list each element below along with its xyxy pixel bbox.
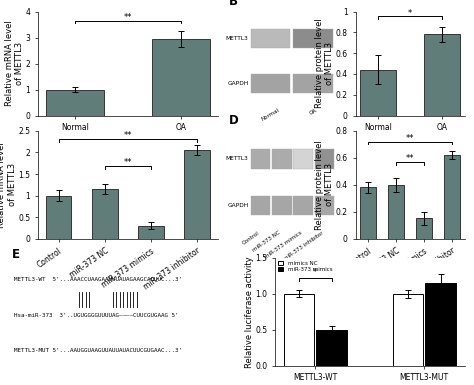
Text: OA: OA: [308, 107, 318, 116]
Text: *: *: [313, 268, 317, 277]
FancyBboxPatch shape: [251, 29, 290, 48]
Text: GAPDH: GAPDH: [227, 203, 248, 208]
Text: Control: Control: [241, 230, 260, 246]
Text: miR-373 mimics: miR-373 mimics: [264, 230, 303, 260]
Text: METTL3-WT  5'...AAACCUAAGAAUUUAUAGAAGCACUUC...3': METTL3-WT 5'...AAACCUAAGAAUUUAUAGAAGCACU…: [14, 277, 182, 282]
Bar: [46, 89, 104, 116]
FancyBboxPatch shape: [293, 74, 333, 93]
Text: E: E: [12, 248, 20, 261]
Legend: mimics NC, miR-373 mimics: mimics NC, miR-373 mimics: [278, 261, 332, 272]
Bar: [46, 196, 72, 239]
Bar: [138, 226, 164, 239]
Bar: [416, 218, 432, 239]
Bar: [425, 283, 456, 366]
Bar: [392, 294, 423, 366]
Text: D: D: [228, 114, 238, 127]
Y-axis label: Relative mRNA level
of METTL3: Relative mRNA level of METTL3: [0, 142, 17, 228]
FancyBboxPatch shape: [315, 149, 334, 169]
Text: Normal: Normal: [260, 107, 280, 122]
Bar: [360, 187, 376, 239]
Text: **: **: [124, 13, 132, 22]
Bar: [283, 294, 314, 366]
Text: **: **: [406, 134, 414, 143]
Text: *: *: [408, 8, 412, 18]
FancyBboxPatch shape: [293, 196, 313, 215]
Text: **: **: [124, 159, 132, 167]
Y-axis label: Relative protein level
of METTL3: Relative protein level of METTL3: [315, 140, 334, 230]
FancyBboxPatch shape: [315, 196, 334, 215]
Bar: [184, 150, 210, 239]
FancyBboxPatch shape: [293, 149, 313, 169]
Bar: [444, 155, 460, 239]
Text: GAPDH: GAPDH: [227, 81, 248, 86]
FancyBboxPatch shape: [251, 74, 290, 93]
FancyBboxPatch shape: [251, 149, 270, 169]
Bar: [152, 39, 210, 116]
Text: METTL3-MUT 5'...AAUGGUAAGUUAUUAUACUUCGUGAAC...3': METTL3-MUT 5'...AAUGGUAAGUUAUUAUACUUCGUG…: [14, 348, 182, 353]
FancyBboxPatch shape: [272, 196, 292, 215]
Text: miR-373 inhibitor: miR-373 inhibitor: [283, 230, 325, 261]
Text: **: **: [406, 154, 414, 163]
Y-axis label: Relative mRNA level
of METTL3: Relative mRNA level of METTL3: [5, 21, 24, 106]
Y-axis label: Relative protein level
of METTL3: Relative protein level of METTL3: [315, 18, 334, 109]
Bar: [388, 185, 404, 239]
FancyBboxPatch shape: [272, 149, 292, 169]
Bar: [316, 330, 347, 366]
Bar: [360, 70, 396, 116]
Text: METTL3: METTL3: [226, 36, 248, 41]
Text: B: B: [228, 0, 237, 8]
Text: miR-373 NC: miR-373 NC: [252, 230, 282, 253]
Y-axis label: Relative luciferase activity: Relative luciferase activity: [245, 256, 254, 368]
Text: Hsa-miR-373  3'..UGUGGGGUUUUAG————CUUCGUGAAG 5': Hsa-miR-373 3'..UGUGGGGUUUUAG————CUUCGUG…: [14, 313, 179, 318]
Bar: [92, 189, 118, 239]
Text: METTL3: METTL3: [226, 156, 248, 161]
Text: **: **: [124, 131, 132, 140]
FancyBboxPatch shape: [293, 29, 333, 48]
FancyBboxPatch shape: [251, 196, 270, 215]
Bar: [424, 34, 460, 116]
